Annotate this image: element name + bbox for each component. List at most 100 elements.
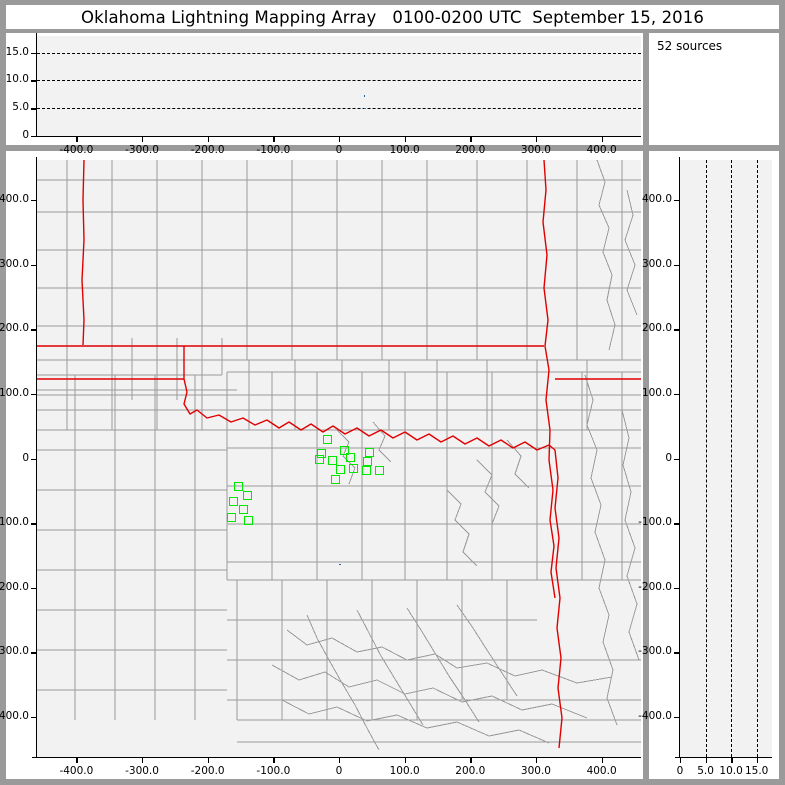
source-marker[interactable] [316, 449, 326, 459]
ytick-label-right-altitude-vs-north-1: 300.0 [641, 257, 672, 270]
source-marker[interactable] [335, 464, 345, 474]
xtick-label-main-plan-view-1: -300.0 [125, 765, 159, 777]
ytick-label-right-altitude-vs-north-3: 100.0 [641, 386, 672, 399]
xtick-label-top-altitude-vs-east-7: 300.0 [520, 144, 551, 156]
source-marker[interactable] [242, 490, 252, 500]
axis-x-top-altitude-vs-east [32, 136, 641, 138]
ytick-main-plan-view-8 [31, 716, 37, 719]
xtick-top-altitude-vs-east-1 [142, 136, 144, 142]
ytick-label-right-altitude-vs-north-7: -300.0 [638, 645, 672, 658]
ytick-main-plan-view-0 [31, 200, 37, 202]
xtick-label-top-altitude-vs-east-2: -200.0 [190, 144, 225, 156]
ytick-label-right-altitude-vs-north-6: -200.0 [638, 580, 672, 593]
source-marker[interactable] [239, 505, 249, 515]
ytick-right-altitude-vs-north-8 [674, 716, 680, 719]
ytick-main-plan-view-3 [31, 393, 37, 396]
ytick-label-main-plan-view-4: 0 [22, 451, 29, 464]
xtick-label-main-plan-view-7: 300.0 [520, 765, 551, 777]
source-marker[interactable] [346, 453, 356, 463]
source-marker[interactable] [229, 497, 239, 507]
xtick-top-altitude-vs-east-0 [76, 136, 78, 142]
source-marker[interactable] [330, 474, 340, 484]
xtick-label-right-altitude-vs-north-1: 5.0 [697, 765, 714, 777]
xtick-top-altitude-vs-east-8 [601, 136, 603, 142]
ytick-label-right-altitude-vs-north-4: 0 [665, 451, 672, 464]
axis-y-main-plan-view [36, 157, 38, 757]
xtick-main-plan-view-2 [207, 757, 210, 763]
xtick-right-altitude-vs-north-2 [731, 757, 733, 763]
xtick-right-altitude-vs-north-0 [680, 757, 682, 763]
xtick-label-right-altitude-vs-north-0: 0 [676, 765, 684, 777]
source-marker[interactable] [362, 465, 372, 475]
xtick-label-main-plan-view-2: -200.0 [190, 765, 225, 777]
xtick-top-altitude-vs-east-4 [339, 136, 341, 142]
source-marker[interactable] [348, 464, 358, 474]
gridline-v-right-altitude-vs-north-2 [731, 160, 733, 757]
ytick-right-altitude-vs-north-4 [674, 458, 680, 460]
gridline-v-right-altitude-vs-north-3 [756, 160, 758, 757]
sources-count-label: 52 sources [657, 39, 723, 53]
ytick-label-top-altitude-vs-east-1: 5.0 [12, 101, 29, 114]
source-marker[interactable] [327, 455, 337, 465]
xtick-label-top-altitude-vs-east-3: -100.0 [256, 144, 291, 156]
ytick-top-altitude-vs-east-3 [31, 52, 37, 55]
gridline-h-top-altitude-vs-east-2 [37, 80, 641, 82]
source-marker[interactable] [234, 482, 244, 492]
xtick-label-top-altitude-vs-east-5: 100.0 [389, 144, 420, 156]
xtick-label-top-altitude-vs-east-1: -300.0 [125, 144, 159, 156]
ytick-label-main-plan-view-1: 300.0 [0, 257, 29, 270]
ytick-label-top-altitude-vs-east-2: 10.0 [5, 73, 29, 86]
xtick-label-top-altitude-vs-east-4: 0 [335, 144, 343, 156]
xtick-label-right-altitude-vs-north-2: 10.0 [719, 765, 743, 777]
source-marker[interactable] [323, 434, 333, 444]
ytick-main-plan-view-2 [31, 329, 37, 331]
xtick-main-plan-view-3 [273, 757, 275, 763]
xtick-right-altitude-vs-north-3 [756, 757, 759, 763]
xtick-main-plan-view-4 [339, 757, 341, 763]
xtick-label-main-plan-view-6: 200.0 [455, 765, 486, 777]
ytick-right-altitude-vs-north-6 [674, 587, 680, 590]
ytick-label-main-plan-view-2: 200.0 [0, 322, 29, 335]
ytick-label-top-altitude-vs-east-0: 0 [22, 129, 29, 141]
axis-x-right-altitude-vs-north [675, 757, 772, 759]
ytick-main-plan-view-1 [31, 264, 37, 267]
ytick-main-plan-view-5 [31, 523, 37, 525]
ytick-label-main-plan-view-5: -100.0 [0, 516, 29, 529]
source-marker[interactable] [227, 513, 237, 523]
ytick-label-main-plan-view-0: 400.0 [0, 193, 29, 206]
map-plot-area[interactable] [37, 160, 641, 757]
ytick-label-right-altitude-vs-north-2: 200.0 [641, 322, 672, 335]
axis-y-top-altitude-vs-east [36, 33, 38, 136]
xtick-label-right-altitude-vs-north-3: 15.0 [744, 765, 769, 777]
ytick-top-altitude-vs-east-2 [31, 80, 37, 82]
xtick-main-plan-view-7 [535, 757, 538, 763]
xtick-label-main-plan-view-3: -100.0 [256, 765, 291, 777]
source-marker[interactable] [375, 466, 385, 476]
top-altitude-plot-area[interactable] [37, 36, 641, 136]
ytick-label-main-plan-view-6: -200.0 [0, 580, 29, 593]
ytick-right-altitude-vs-north-2 [674, 329, 680, 331]
sources-panel: 52 sources [649, 33, 779, 145]
xtick-label-main-plan-view-5: 100.0 [389, 765, 420, 777]
source-marker[interactable] [243, 516, 253, 526]
ytick-label-main-plan-view-8: -400.0 [0, 709, 29, 722]
source-marker[interactable] [339, 446, 349, 456]
ytick-right-altitude-vs-north-0 [674, 200, 680, 202]
gridline-h-top-altitude-vs-east-3 [37, 52, 641, 54]
source-marker[interactable] [314, 455, 324, 465]
source-marker[interactable] [363, 456, 373, 466]
source-point [363, 107, 366, 110]
ytick-label-right-altitude-vs-north-5: -100.0 [638, 516, 672, 529]
ytick-right-altitude-vs-north-7 [674, 652, 680, 654]
ytick-top-altitude-vs-east-1 [31, 108, 37, 110]
axis-x-main-plan-view [32, 757, 641, 759]
ytick-main-plan-view-6 [31, 587, 37, 590]
ytick-label-right-altitude-vs-north-8: -400.0 [638, 709, 672, 722]
title-bar: Oklahoma Lightning Mapping Array 0100-02… [6, 5, 779, 29]
faint-source-point [339, 563, 341, 566]
xtick-label-main-plan-view-0: -400.0 [59, 765, 94, 777]
right-altitude-plot-area[interactable] [680, 160, 772, 757]
xtick-top-altitude-vs-east-6 [470, 136, 472, 142]
ytick-label-top-altitude-vs-east-3: 15.0 [5, 45, 29, 58]
